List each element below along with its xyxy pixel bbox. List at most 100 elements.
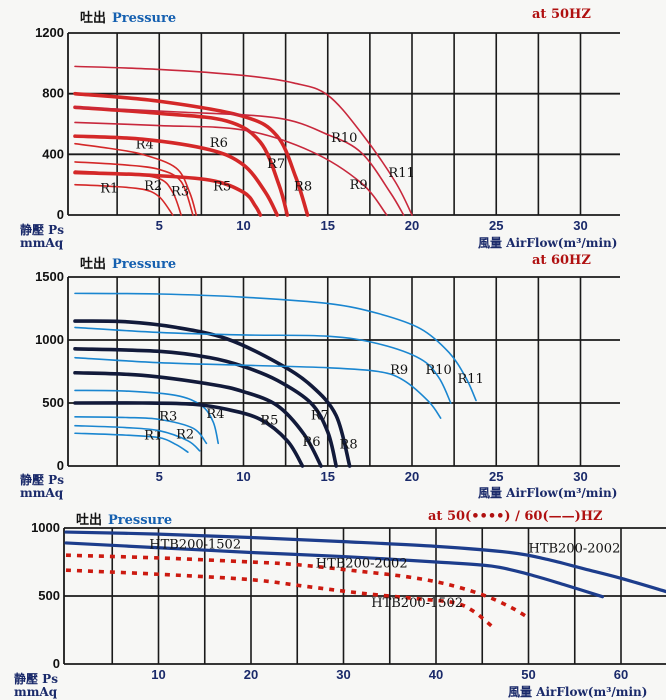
- chart3-xtick-label: 50: [521, 667, 535, 682]
- chart2-series-label: R1: [144, 429, 162, 444]
- chart2-xtick-label: 20: [405, 469, 419, 484]
- chart2-title: 吐出 Pressure: [80, 253, 176, 272]
- chart3-series-label: HTB200-1502: [371, 596, 463, 611]
- chart1-ytick-label: 1200: [35, 25, 64, 40]
- chart2-ytick-label: 500: [42, 395, 64, 410]
- chart2-series-r4: [74, 389, 220, 445]
- chart2-series-label: R6: [302, 435, 320, 450]
- chart2-series-label: R9: [390, 363, 408, 378]
- chart3-series-htb200-2002-50hz: [65, 553, 530, 620]
- chart2-series-label: R2: [176, 427, 194, 442]
- chart2-ylabel-cn: 静壓 Ps: [20, 473, 64, 487]
- chart3-xtick-label: 60: [614, 667, 628, 682]
- chart1-series-r8: [73, 91, 310, 217]
- chart2-xlabel: 風量 AirFlow(m³/min): [478, 486, 618, 500]
- chart1-series-r9: [74, 121, 388, 216]
- chart2-title-cn: 吐出: [80, 257, 107, 272]
- chart2-series-label: R3: [159, 410, 177, 425]
- chart1-series-r5: [73, 170, 263, 217]
- chart1-series-label: R3: [171, 184, 189, 199]
- chart1-xtick-label: 20: [405, 218, 419, 233]
- chart1-frequency: at 50HZ: [532, 7, 591, 22]
- chart2-series-r1: [74, 432, 189, 453]
- chart3-ytick-label: 1000: [31, 520, 60, 535]
- chart1-series-label: R11: [388, 166, 414, 181]
- chart3-frequency: at 50(••••) / 60(——)HZ: [428, 509, 603, 524]
- chart3-series-htb200-1502-60hz: [64, 541, 605, 599]
- chart1-series-label: R2: [144, 179, 162, 194]
- chart3-series-label: HTB200-1502: [149, 537, 241, 552]
- chart3-series-htb200-2002-60hz: [64, 530, 666, 594]
- chart1-series-r1: [74, 183, 174, 216]
- chart2-series-r2: [74, 424, 201, 452]
- chart1-series-r10: [74, 106, 405, 216]
- chart2-xtick-label: 25: [489, 469, 503, 484]
- chart2-title-en: Pressure: [112, 257, 177, 272]
- chart2-series-label: R10: [425, 363, 451, 378]
- chart2-xtick-label: 15: [321, 469, 335, 484]
- chart3-title-en: Pressure: [108, 513, 173, 528]
- chart3-xlabel: 風量 AirFlow(m³/min): [508, 685, 648, 699]
- chart1-series-r6: [73, 134, 279, 217]
- chart3-series-htb200-1502-50hz: [65, 568, 493, 628]
- chart1-xtick-label: 10: [236, 218, 250, 233]
- chart2-ytick-label: 1000: [35, 332, 64, 347]
- chart3-ylabel-cn: 静壓 Ps: [14, 672, 58, 686]
- chart3-xtick-label: 30: [336, 667, 350, 682]
- chart2-series-label: R4: [206, 407, 224, 422]
- chart1-series-r4: [74, 142, 198, 216]
- chart1-series-r11: [74, 65, 413, 216]
- chart2-series-r6: [73, 370, 323, 468]
- chart1-series-label: R6: [210, 136, 228, 151]
- chart1-series-label: R5: [213, 180, 231, 195]
- chart2-ylabel: 静壓 Ps mmAq: [20, 474, 64, 500]
- chart1-title-en: Pressure: [112, 11, 177, 26]
- chart1-ylabel: 静壓 Ps mmAq: [20, 224, 64, 250]
- chart2-series-label: R5: [260, 413, 278, 428]
- chart1-series-label: R9: [350, 178, 368, 193]
- chart2-series-label: R11: [457, 372, 483, 387]
- chart3-ytick-label: 500: [38, 588, 60, 603]
- chart2-ytick-label: 1500: [35, 269, 64, 284]
- chart1-ytick-label: 0: [57, 207, 64, 222]
- chart1-title-cn: 吐出: [80, 11, 107, 26]
- chart2-xtick-label: 30: [573, 469, 587, 484]
- chart3-title: 吐出 Pressure: [76, 509, 172, 528]
- chart2-frequency: at 60HZ: [532, 253, 591, 268]
- chart1-series-r7: [73, 105, 290, 217]
- chart3-xtick-label: 10: [151, 667, 165, 682]
- chart3-ylabel: 静壓 Ps mmAq: [14, 673, 58, 699]
- chart1-series-r3: [74, 161, 194, 216]
- chart2-series-r8: [73, 319, 352, 468]
- chart1-xtick-label: 30: [573, 218, 587, 233]
- chart2-ytick-label: 0: [57, 458, 64, 473]
- chart1-title: 吐出 Pressure: [80, 7, 176, 26]
- chart2-series-label: R8: [340, 437, 358, 452]
- chart3-xtick-label: 20: [244, 667, 258, 682]
- chart2-series-r3: [74, 416, 208, 445]
- chart3-ylabel-unit: mmAq: [14, 685, 58, 699]
- chart3-title-cn: 吐出: [76, 513, 103, 528]
- chart1-series-label: R1: [100, 181, 118, 196]
- chart1-ytick-label: 800: [42, 86, 64, 101]
- chart1-ylabel-cn: 静壓 Ps: [20, 223, 64, 237]
- chart1-ytick-label: 400: [42, 146, 64, 161]
- chart2-xtick-label: 5: [156, 469, 163, 484]
- chart1-series-label: R10: [331, 131, 357, 146]
- chart2-series-r11: [74, 292, 477, 402]
- chart2-xtick-label: 10: [236, 469, 250, 484]
- chart1-series-label: R8: [294, 180, 312, 195]
- chart1-xtick-label: 15: [321, 218, 335, 233]
- chart3-series-label: HTB200-2002: [529, 541, 621, 556]
- chart3-ytick-label: 0: [53, 656, 60, 671]
- chart3-series-label: HTB200-2002: [316, 556, 408, 571]
- chart1-xtick-label: 25: [489, 218, 503, 233]
- chart2-series-r10: [74, 326, 452, 404]
- chart2-ylabel-unit: mmAq: [20, 486, 64, 500]
- chart1-ylabel-unit: mmAq: [20, 236, 64, 250]
- chart1-xtick-label: 5: [156, 218, 163, 233]
- chart2-series-r9: [74, 356, 442, 419]
- chart2-series-label: R7: [311, 408, 329, 423]
